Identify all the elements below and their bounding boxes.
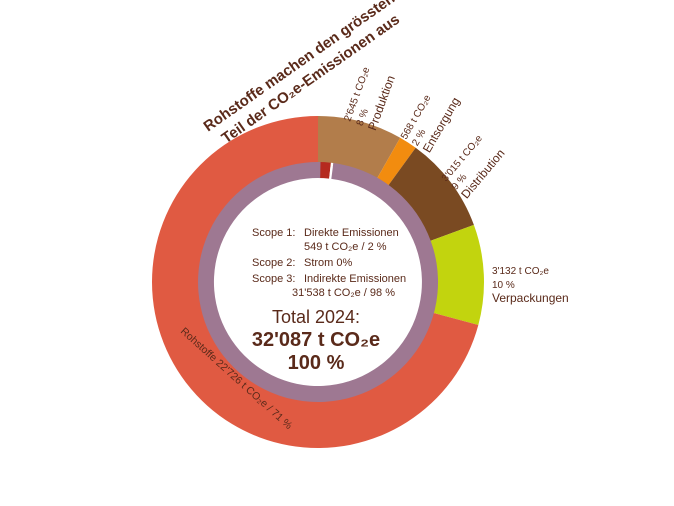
scope3-value: 31'538 t CO₂e / 98 % [292,287,395,299]
total-value: 32'087 t CO₂e [252,329,380,351]
inner-slice-scope-1 [318,162,331,179]
outer-slice-verpackungen [426,224,485,326]
scope2-label: Scope 2: [252,257,295,269]
scope3-label: Scope 3: [252,273,295,285]
center-legend: Scope 1: Direkte Emissionen 549 t CO₂e /… [252,227,406,374]
inner-ring [198,162,439,403]
label-name-produktion: Produktion [365,74,398,133]
scope1-text: Direkte Emissionen [304,227,399,239]
scope1-value: 549 t CO₂e / 2 % [304,241,387,253]
total-label: Total 2024: [272,307,360,327]
outer-slice-distribution [386,147,474,243]
scope3-text: Indirekte Emissionen [304,273,406,285]
label-value-verpackungen: 3'132 t CO₂e [492,266,549,277]
outer-slice-entsorgung [375,137,416,189]
inner-slice-scope-2 [329,162,334,179]
label-percent-verpackungen: 10 % [492,280,515,291]
scope1-label: Scope 1: [252,227,295,239]
scope2-text: Strom 0% [304,257,353,269]
total-percent: 100 % [288,352,345,374]
label-name-verpackungen: Verpackungen [492,291,569,305]
